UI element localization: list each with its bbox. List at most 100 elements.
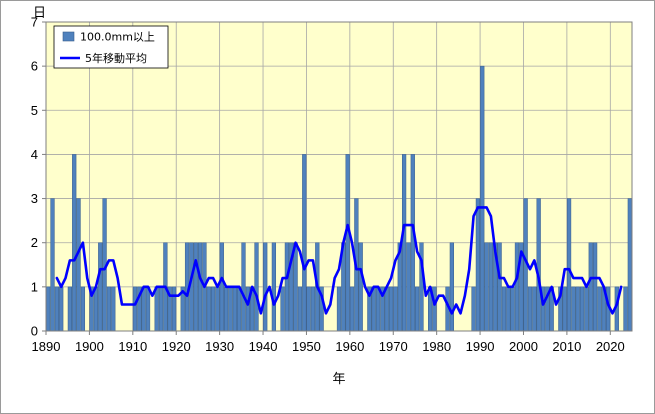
bar [145, 286, 151, 332]
bar [532, 286, 537, 332]
bar [571, 286, 576, 332]
x-axis-ticks: 1890 1900 1910 1920 1930 1940 1950 1960 1970 1980… [32, 331, 625, 354]
bar [98, 242, 103, 332]
bar [623, 286, 628, 332]
bar [67, 286, 72, 332]
bar [449, 242, 454, 332]
bar [210, 286, 216, 332]
x-tick-label: 1990 [466, 339, 495, 354]
bar [471, 286, 476, 332]
bar [154, 286, 159, 332]
bar [206, 286, 211, 332]
bar [284, 242, 290, 332]
bar [310, 286, 316, 332]
bar [76, 198, 81, 332]
x-tick-label: 2000 [509, 339, 538, 354]
bar [232, 286, 237, 332]
bar [297, 286, 303, 332]
bar [271, 242, 277, 332]
bar [171, 286, 177, 332]
bar [306, 286, 311, 332]
bar [215, 286, 220, 332]
bar [158, 286, 164, 332]
bar [584, 286, 589, 332]
x-tick-label: 1910 [118, 339, 147, 354]
bar [54, 286, 59, 332]
y-axis-ticks: 0 1 2 3 4 5 6 7 [31, 15, 46, 339]
bar [588, 242, 593, 332]
bar [514, 242, 520, 332]
bar [384, 286, 389, 332]
bar [93, 286, 99, 332]
bar [280, 286, 285, 332]
x-tick-label: 2010 [552, 339, 581, 354]
bar [371, 286, 376, 332]
legend: 100.0mm以上 5年移動平均 [53, 25, 169, 69]
bar [336, 286, 342, 332]
bar [406, 242, 411, 332]
y-tick-label: 7 [31, 15, 38, 30]
bar [358, 242, 363, 332]
bar [388, 286, 394, 332]
bar [393, 286, 398, 332]
bar [293, 242, 298, 332]
y-tick-label: 4 [31, 147, 38, 162]
bar [627, 198, 632, 332]
bar [241, 242, 246, 332]
bar [510, 286, 515, 332]
x-tick-label: 1980 [422, 339, 451, 354]
bar [141, 286, 146, 332]
x-tick-label: 1890 [32, 339, 61, 354]
y-tick-label: 0 [31, 324, 38, 339]
bar [566, 198, 572, 332]
bar [50, 198, 55, 332]
bar [401, 154, 407, 332]
bar [80, 286, 86, 332]
bar [302, 154, 307, 332]
bar [488, 242, 494, 332]
bar [349, 286, 355, 332]
bar [575, 286, 580, 332]
x-tick-label: 1970 [379, 339, 408, 354]
bar [237, 286, 242, 332]
bar [197, 242, 203, 332]
y-tick-label: 5 [31, 103, 38, 118]
x-tick-label: 1920 [162, 339, 191, 354]
bar [562, 286, 567, 332]
bar [484, 242, 489, 332]
moving-average-series [55, 206, 623, 315]
legend-line-label: 5年移動平均 [85, 51, 147, 65]
bar [497, 242, 502, 332]
bar [245, 286, 250, 332]
bar [345, 154, 350, 332]
x-tick-label: 1930 [205, 339, 234, 354]
bar [228, 286, 233, 332]
bar [579, 286, 585, 332]
bar [375, 286, 381, 332]
x-tick-label: 1940 [249, 339, 278, 354]
bar [46, 286, 51, 332]
y-tick-label: 2 [31, 235, 38, 250]
plot-border [45, 21, 633, 332]
bar [111, 286, 116, 332]
bar [219, 242, 224, 332]
bar [193, 242, 198, 332]
bar [132, 286, 138, 332]
bar [263, 242, 268, 332]
x-tick-label: 1900 [75, 339, 104, 354]
bar [597, 286, 602, 332]
x-tick-label: 1960 [335, 339, 364, 354]
bar [106, 286, 112, 332]
y-tick-label: 1 [31, 279, 38, 294]
bar [59, 286, 64, 332]
bar [527, 286, 533, 332]
plot-area [46, 22, 632, 331]
y-tick-label: 3 [31, 191, 38, 206]
y-tick-label: 6 [31, 59, 38, 74]
legend-bar-label: 100.0mm以上 [80, 31, 155, 44]
bar [415, 286, 420, 332]
x-tick-label: 1950 [292, 339, 321, 354]
y-axis-label: 日 [33, 6, 46, 21]
moving-average-line [55, 206, 623, 315]
